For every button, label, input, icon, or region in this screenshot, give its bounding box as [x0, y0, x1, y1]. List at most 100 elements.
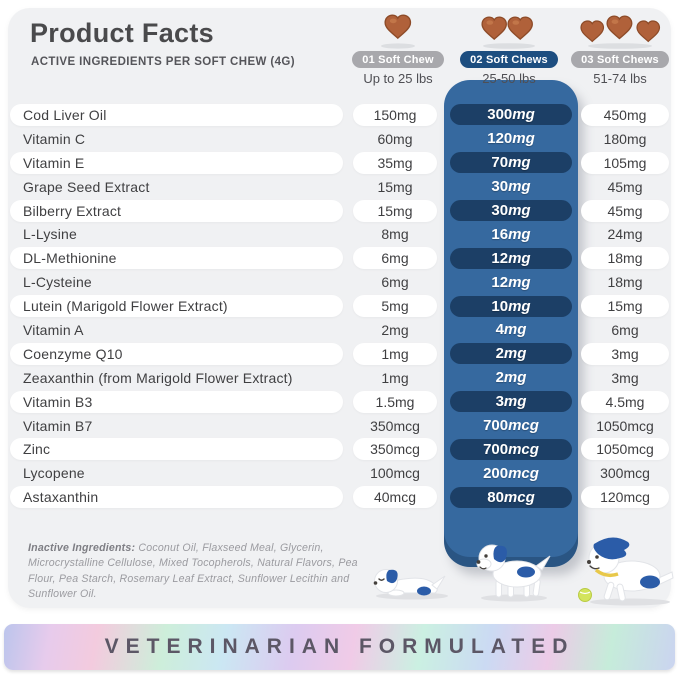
- dose-2-chews: 120 mg: [487, 130, 535, 148]
- three-chews-icon: [580, 15, 661, 49]
- dose-3-chews-cell: 120mcg: [578, 486, 672, 509]
- dose-1-chew: 5mg: [353, 295, 437, 318]
- ingredient-row: Vitamin E 35mg 70 mg 105mg: [10, 151, 672, 175]
- dose-2-chews: 80 mcg: [450, 486, 572, 508]
- dose-3-chews: 24mg: [607, 226, 643, 243]
- dose-2-chews: 30 mg: [491, 178, 531, 196]
- ingredient-row: Lycopene 100mcg 200 mcg 300mcg: [10, 461, 672, 485]
- dose-3-chews: 3mg: [611, 369, 639, 386]
- dose-2-chews-cell: 12 mg: [444, 272, 578, 293]
- ingredient-name: Zinc: [10, 438, 343, 461]
- dose-2-chews-cell: 120 mg: [444, 128, 578, 149]
- dose-2-chews: 300 mg: [450, 104, 572, 126]
- dose-3-chews-cell: 45mg: [578, 176, 672, 198]
- dose-1-chew: 60mg: [377, 130, 413, 147]
- ingredient-name: Lycopene: [23, 465, 85, 482]
- page-title: Product Facts: [30, 18, 214, 48]
- dose-1-chew: 40mcg: [353, 486, 437, 509]
- weight-range: 25-50 lbs: [482, 71, 536, 86]
- dose-2-chews-cell: 16 mg: [444, 224, 578, 245]
- ingredient-row: L-Lysine 8mg 16 mg 24mg: [10, 222, 672, 246]
- dose-2-chews-cell: 30 mg: [444, 176, 578, 197]
- collar-icon: [594, 568, 619, 578]
- ingredient-name: Vitamin C: [23, 130, 86, 147]
- dose-3-chews-cell: 300mcg: [578, 462, 672, 484]
- medium-dog-illustration: [476, 544, 551, 602]
- dose-2-chews: 700 mcg: [483, 417, 539, 435]
- dosage-column-2: 02 Soft Chews 25-50 lbs: [454, 8, 564, 86]
- dose-1-chew: 6mg: [353, 247, 437, 270]
- dose-2-chews: 2 mg: [450, 343, 572, 365]
- ingredient-row: Vitamin B7 350mcg 700 mcg 1050mcg: [10, 414, 672, 438]
- dose-3-chews-cell: 3mg: [578, 342, 672, 365]
- dose-2-chews: 70 mg: [450, 152, 572, 174]
- dose-3-chews-cell: 1050mcg: [578, 415, 672, 437]
- dose-2-chews-cell: 4 mg: [444, 319, 578, 340]
- dose-3-chews: 1050mcg: [596, 417, 654, 434]
- dose-1-chew: 1mg: [381, 369, 409, 386]
- dose-1-chew: 1mg: [353, 342, 437, 365]
- dose-3-chews-cell: 24mg: [578, 223, 672, 245]
- ingredient-name: Vitamin B7: [23, 417, 93, 434]
- dose-3-chews: 300mcg: [600, 465, 650, 482]
- dose-1-chew: 15mg: [353, 199, 437, 222]
- dose-3-chews-cell: 3mg: [578, 367, 672, 389]
- banner-text: VETERINARIAN FORMULATED: [104, 635, 575, 658]
- ingredients-table: Cod Liver Oil 150mg 300 mg 450mg Vitamin C 60m…: [10, 103, 672, 509]
- ingredient-row: Grape Seed Extract 15mg 30 mg 45mg: [10, 175, 672, 199]
- dose-1-chew: 8mg: [381, 226, 409, 243]
- ingredient-row: Cod Liver Oil 150mg 300 mg 450mg: [10, 103, 672, 127]
- ingredient-name: Lutein (Marigold Flower Extract): [10, 295, 343, 318]
- ingredient-row: Vitamin A 2mg 4 mg 6mg: [10, 318, 672, 342]
- dosage-column-1: 01 Soft Chew Up to 25 lbs: [343, 8, 453, 86]
- dose-3-chews: 120mcg: [581, 486, 669, 509]
- inactive-ingredients-text: Coconut Oil, Flaxseed Meal, Glycerin, Mi…: [28, 542, 358, 601]
- ingredient-name: Vitamin E: [10, 151, 343, 174]
- dose-3-chews-cell: 105mg: [578, 151, 672, 174]
- dosage-column-3: 03 Soft Chews 51-74 lbs: [565, 8, 675, 86]
- ingredient-name: L-Cysteine: [23, 274, 92, 291]
- weight-range: Up to 25 lbs: [363, 71, 433, 86]
- dose-3-chews: 1050mcg: [581, 438, 669, 461]
- dose-3-chews: 18mg: [581, 247, 669, 270]
- dose-1-chew: 1.5mg: [353, 390, 437, 413]
- ingredient-name: Vitamin B3: [10, 390, 343, 413]
- dose-3-chews-cell: 1050mcg: [578, 438, 672, 461]
- dose-3-chews: 3mg: [581, 342, 669, 365]
- dose-3-chews: 15mg: [581, 295, 669, 318]
- dose-1-chew: 2mg: [381, 321, 409, 338]
- inactive-ingredients: Inactive Ingredients: Coconut Oil, Flaxs…: [28, 541, 368, 603]
- dose-3-chews-cell: 18mg: [578, 271, 672, 293]
- ingredient-name: Cod Liver Oil: [10, 103, 343, 126]
- page-subtitle: ACTIVE INGREDIENTS PER SOFT CHEW (4G): [31, 56, 295, 68]
- dose-2-chews: 16 mg: [491, 225, 531, 243]
- dose-2-chews: 700 mcg: [450, 438, 572, 460]
- dose-2-chews: 10 mg: [450, 295, 572, 317]
- chew-count-badge-highlighted: 02 Soft Chews: [460, 51, 558, 68]
- ingredient-name: Zeaxanthin (from Marigold Flower Extract…: [23, 369, 293, 386]
- tennis-ball-icon: [578, 588, 592, 602]
- dose-2-chews-cell: 10 mg: [444, 295, 578, 317]
- dose-3-chews-cell: 6mg: [578, 319, 672, 341]
- dose-3-chews: 4.5mg: [581, 390, 669, 413]
- ingredient-name: Grape Seed Extract: [23, 178, 150, 195]
- ingredient-row: Zinc 350mcg 700 mcg 1050mcg: [10, 437, 672, 461]
- dose-2-chews-cell: 80 mcg: [444, 486, 578, 508]
- dose-3-chews-cell: 18mg: [578, 247, 672, 270]
- inactive-ingredients-label: Inactive Ingredients:: [28, 542, 136, 554]
- dose-1-chew: 350mcg: [353, 438, 437, 461]
- ingredient-name: Astaxanthin: [10, 486, 343, 509]
- chew-count-badge: 01 Soft Chew: [352, 51, 444, 68]
- dose-2-chews-cell: 30 mg: [444, 200, 578, 221]
- dose-2-chews: 12 mg: [491, 273, 531, 291]
- dose-3-chews-cell: 45mg: [578, 199, 672, 222]
- dose-3-chews: 18mg: [607, 274, 643, 291]
- ingredient-row: Vitamin B3 1.5mg 3 mg 4.5mg: [10, 390, 672, 414]
- ingredient-row: Bilberry Extract 15mg 30 mg 45mg: [10, 199, 672, 223]
- dosage-column-headers: 01 Soft Chew Up to 25 lbs 02 Soft Chews …: [343, 8, 675, 86]
- dose-2-chews-cell: 700 mcg: [444, 438, 578, 460]
- dose-3-chews: 6mg: [611, 321, 639, 338]
- dose-2-chews-cell: 12 mg: [444, 247, 578, 269]
- ingredient-row: Zeaxanthin (from Marigold Flower Extract…: [10, 366, 672, 390]
